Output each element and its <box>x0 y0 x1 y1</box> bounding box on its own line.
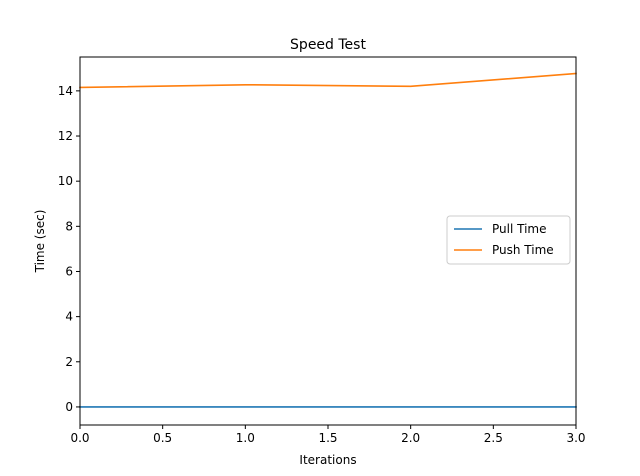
y-tick-label: 6 <box>65 264 73 278</box>
chart-title: Speed Test <box>290 37 366 53</box>
y-tick-label: 2 <box>65 355 73 369</box>
y-tick-label: 0 <box>65 400 73 414</box>
x-tick-label: 0.0 <box>70 431 89 445</box>
x-tick-label: 1.0 <box>236 431 255 445</box>
y-tick-label: 14 <box>58 84 73 98</box>
y-axis-label: Time (sec) <box>33 210 47 274</box>
y-tick-label: 12 <box>58 129 73 143</box>
legend-label-pull-time: Pull Time <box>492 222 546 236</box>
x-axis-label: Iterations <box>299 453 356 467</box>
legend-label-push-time: Push Time <box>492 243 554 257</box>
legend-box <box>446 215 571 265</box>
y-tick-label: 10 <box>58 174 73 188</box>
x-tick-label: 3.0 <box>566 431 585 445</box>
x-tick-label: 0.5 <box>153 431 172 445</box>
legend: Pull Time Push Time <box>446 215 571 265</box>
x-tick-label: 2.5 <box>484 431 503 445</box>
series-line-push-time <box>79 72 577 89</box>
x-axis-ticks: 0.0 0.5 1.0 1.5 2.0 2.5 3.0 <box>70 425 586 445</box>
x-tick-label: 2.0 <box>401 431 420 445</box>
series-layer <box>79 72 577 408</box>
y-axis-ticks: 0 2 4 6 8 10 12 14 <box>58 84 80 414</box>
y-tick-label: 8 <box>65 219 73 233</box>
y-tick-label: 4 <box>65 310 73 324</box>
x-tick-label: 1.5 <box>318 431 337 445</box>
